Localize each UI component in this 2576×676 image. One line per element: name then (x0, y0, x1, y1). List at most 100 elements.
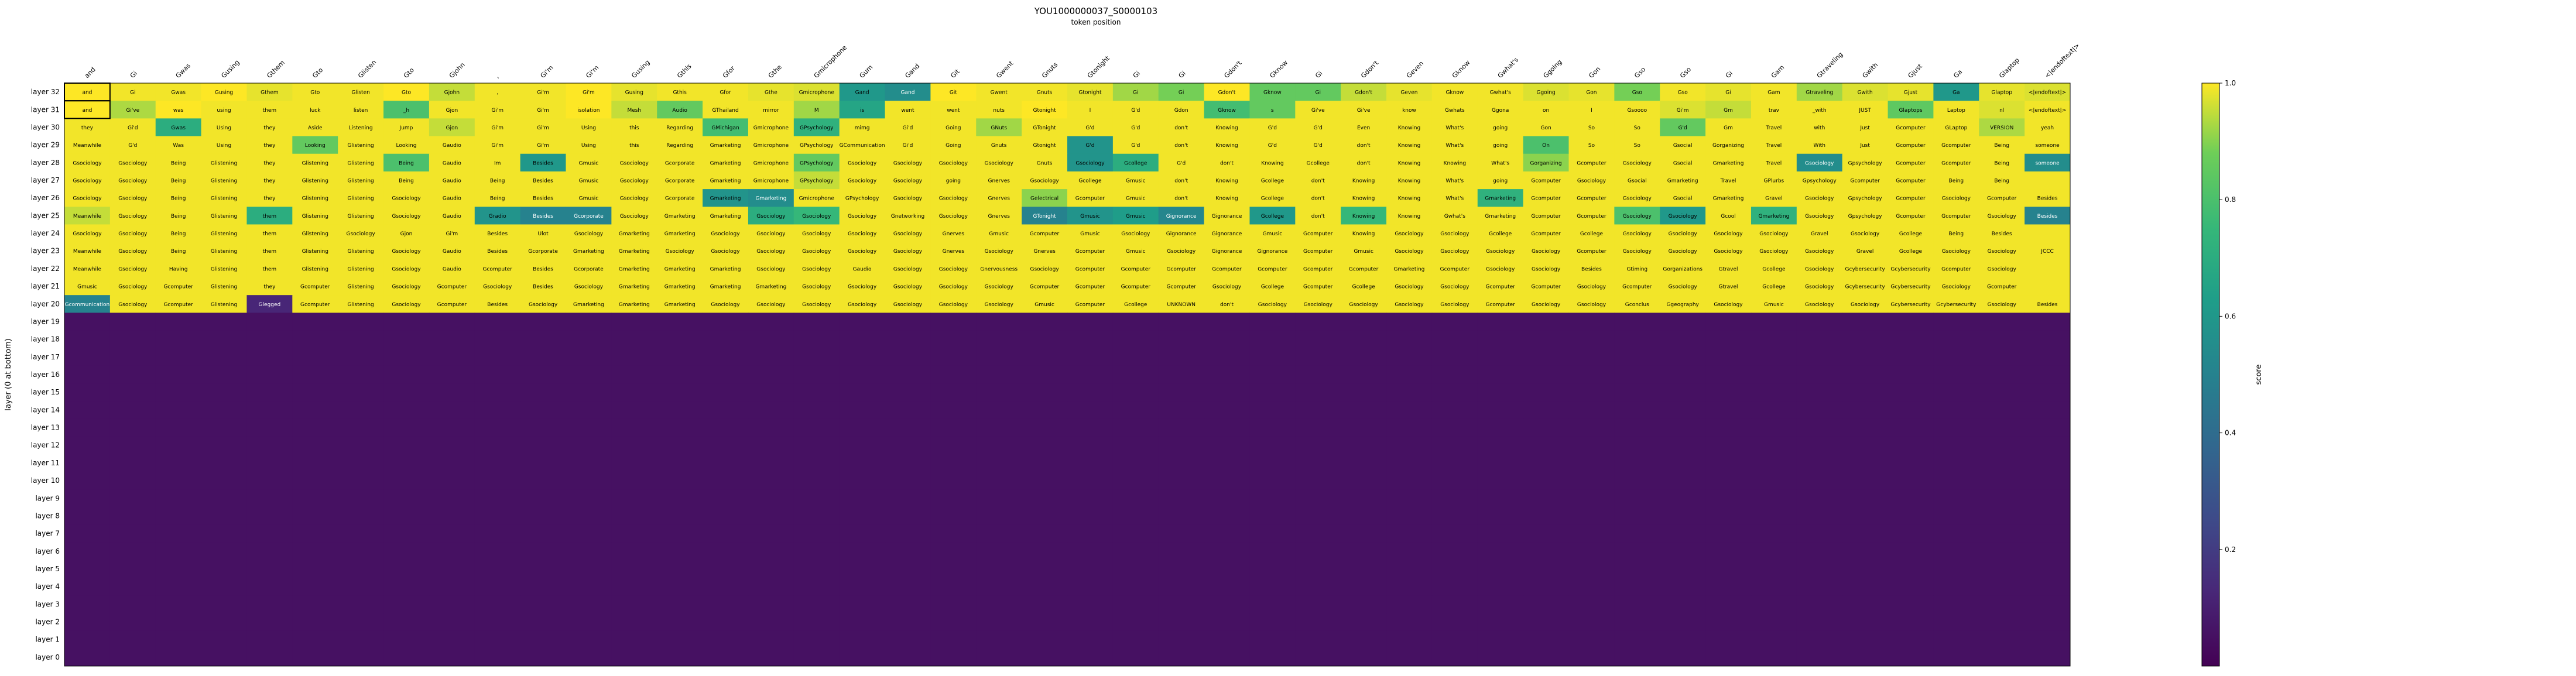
heatmap-cell (1431, 330, 1478, 349)
heatmap-cell (474, 613, 521, 632)
heatmap-cell (1204, 153, 1250, 172)
heatmap-cell (1431, 436, 1478, 455)
cell-label: Gsociology (1988, 249, 2017, 255)
heatmap-cell (109, 295, 156, 313)
heatmap-cell (292, 313, 338, 331)
heatmap-cell (1888, 313, 1934, 331)
cell-label: Gmarketing (664, 284, 696, 290)
heatmap-cell (657, 436, 703, 455)
heatmap-cell (246, 348, 293, 366)
cell-label: Gsociology (1669, 249, 1698, 255)
cell-label: Gsocial (1673, 143, 1693, 149)
heatmap-cell (566, 401, 612, 419)
heatmap-cell (1158, 207, 1205, 225)
heatmap-cell (1158, 595, 1205, 613)
cell-label: Looking (396, 143, 416, 149)
heatmap-cell (748, 118, 794, 137)
heatmap-cell (1660, 454, 1706, 472)
cell-label: Looking (305, 143, 326, 149)
cell-label: someone (2035, 160, 2060, 166)
cell-label: Gsociology (1440, 249, 1469, 255)
cell-label: Gi'm (537, 125, 549, 131)
cell-label: Gto (402, 90, 412, 96)
heatmap-cell (1842, 454, 1889, 472)
heatmap-cell (1568, 507, 1615, 526)
cell-label: Gcollege (1307, 160, 1330, 166)
heatmap-cell (201, 489, 247, 507)
cell-label: Gsociology (939, 160, 968, 166)
heatmap-cell (1477, 207, 1524, 225)
heatmap-cell (109, 383, 156, 402)
heatmap-cell (1523, 578, 1569, 596)
cell-label: Using (581, 143, 596, 149)
heatmap-cell (1477, 560, 1524, 578)
cell-label: Gsociology (574, 231, 604, 237)
cell-label: Gsociology (939, 196, 968, 202)
heatmap-cell (1705, 595, 1752, 613)
heatmap-cell (292, 524, 338, 543)
heatmap-cell (1067, 189, 1114, 207)
heatmap-cell (429, 224, 475, 243)
heatmap-cell (474, 330, 521, 349)
x-tick-label: Gso (1678, 66, 1693, 80)
y-tick-label: layer 32 (31, 88, 60, 96)
cell-label: Gsociology (1805, 266, 1834, 272)
heatmap-cell (1158, 418, 1205, 437)
heatmap-cell (793, 118, 840, 137)
heatmap-cell (474, 383, 521, 402)
heatmap-cell (429, 207, 475, 225)
cell-label: Gsociology (1258, 302, 1287, 308)
heatmap-cell (793, 171, 840, 190)
cell-label: G'd (128, 143, 137, 149)
heatmap-cell (520, 207, 566, 225)
heatmap-cell (201, 630, 247, 649)
heatmap-cell (383, 630, 430, 649)
heatmap-cell (1341, 259, 1387, 278)
heatmap-cell (201, 648, 247, 667)
heatmap-cell (429, 560, 475, 578)
cell-label: Gsociology (1805, 302, 1834, 308)
heatmap-cell (1796, 648, 1843, 667)
heatmap-cell (1067, 507, 1114, 526)
heatmap-cell (1568, 101, 1615, 119)
heatmap-cell (109, 524, 156, 543)
cell-label: Being (171, 160, 186, 166)
heatmap-cell (2025, 330, 2071, 349)
heatmap-cell (976, 330, 1022, 349)
cell-label: Gsociology (1395, 231, 1424, 237)
heatmap-cell (703, 153, 749, 172)
heatmap-cell (1523, 207, 1569, 225)
heatmap-cell (1751, 578, 1797, 596)
cell-label: Gsociology (1714, 249, 1743, 255)
cell-label: Gsociology (1942, 284, 1971, 290)
heatmap-cell (611, 648, 657, 667)
heatmap-cell (383, 595, 430, 613)
cell-label: Gcollege (1261, 214, 1284, 219)
heatmap-cell (1523, 136, 1569, 155)
heatmap-cell (930, 330, 977, 349)
x-tick-label: <|endoftext|> (2043, 42, 2081, 80)
heatmap-cell (1431, 418, 1478, 437)
heatmap-cell (930, 507, 977, 526)
cell-label: Gmarketing (755, 284, 786, 290)
heatmap-cell (292, 189, 338, 207)
heatmap-cell (292, 489, 338, 507)
heatmap-cell (748, 313, 794, 331)
heatmap-cell (1751, 383, 1797, 402)
heatmap-cell (109, 648, 156, 667)
heatmap-cell (1568, 418, 1615, 437)
heatmap-cell (520, 224, 566, 243)
heatmap-cell (748, 383, 794, 402)
cell-label: Gknow (1263, 90, 1282, 96)
heatmap-cell (1933, 578, 1979, 596)
heatmap-cell (1842, 595, 1889, 613)
heatmap-cell (109, 489, 156, 507)
heatmap-cell (1705, 542, 1752, 561)
cell-label: Gaudio (443, 179, 461, 184)
cell-label: Using (217, 143, 231, 149)
heatmap-cell (1158, 578, 1205, 596)
heatmap-cell (1705, 401, 1752, 419)
heatmap-cell (748, 524, 794, 543)
heatmap-cell (1431, 83, 1478, 101)
heatmap-cell (1477, 136, 1524, 155)
